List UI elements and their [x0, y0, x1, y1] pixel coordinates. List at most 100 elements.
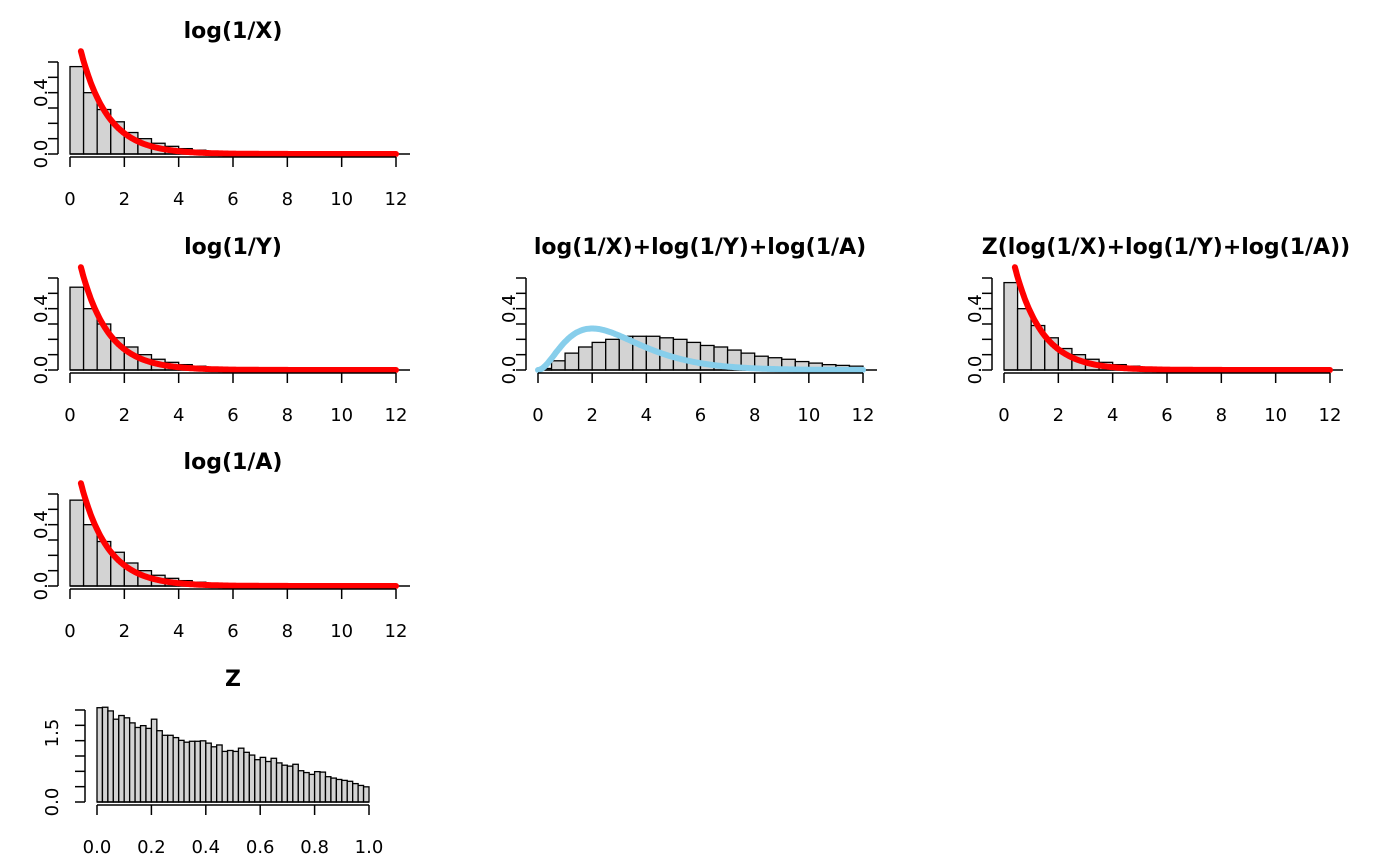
panel-title: log(1/Y)	[184, 235, 282, 260]
y-tick-label: 0.0	[31, 356, 52, 385]
histogram-bar	[226, 749, 234, 803]
x-tick-label: 12	[1319, 405, 1342, 426]
x-tick-label: 4	[173, 621, 184, 642]
histogram-bar	[232, 750, 240, 803]
x-tick-label: 0	[64, 189, 75, 210]
x-tick-label: 2	[119, 405, 130, 426]
histogram-bar	[319, 771, 327, 803]
y-tick-label: 0.0	[31, 572, 52, 601]
y-tick-label: 0.4	[31, 294, 52, 323]
x-tick-label: 6	[1161, 405, 1172, 426]
histogram-bar	[303, 771, 310, 803]
histogram-bar	[270, 757, 278, 803]
histogram-bar	[591, 341, 607, 371]
x-tick-label: 10	[797, 405, 820, 426]
histogram-bar	[324, 776, 332, 803]
histogram-bar	[357, 784, 365, 803]
histogram-bar	[194, 740, 202, 803]
histogram-bar	[330, 777, 338, 803]
histogram-bar	[188, 740, 196, 803]
density-curve	[77, 264, 399, 373]
x-axis: 0 2 4 6 8 10 12	[64, 156, 407, 210]
x-tick-label: 8	[749, 405, 760, 426]
histogram-bar	[248, 754, 256, 803]
x-tick-label: 2	[119, 189, 130, 210]
x-tick-label: 0.2	[137, 837, 166, 858]
histogram-bar	[210, 746, 218, 803]
histogram-bar	[297, 770, 305, 803]
y-tick-label: 0.0	[31, 140, 52, 169]
panel-2: log(1/Y) 0 2 4 6 8 10 12 0.0 0.4	[31, 235, 410, 426]
density-curve	[77, 480, 399, 589]
histogram-bars	[96, 706, 370, 803]
panel-1: log(1/X) 0 2 4 6 8 10 12 0.0 0.4	[31, 19, 410, 210]
histogram-bar	[123, 717, 131, 803]
x-tick-label: 6	[227, 405, 238, 426]
histogram-bar	[264, 760, 272, 803]
histogram-bar	[292, 763, 299, 803]
histogram-bar	[216, 744, 223, 803]
histogram-bar	[221, 750, 229, 803]
histogram-bar	[69, 499, 85, 587]
histogram-bar	[82, 92, 98, 155]
x-axis: 0 2 4 6 8 10 12	[532, 372, 875, 426]
y-tick-label: 0.4	[499, 294, 520, 323]
histogram-bar	[205, 742, 212, 803]
panel-title: log(1/A)	[184, 450, 283, 475]
x-tick-label: 0	[64, 621, 75, 642]
density-curve	[77, 48, 399, 157]
panel-4: log(1/X)+log(1/Y)+log(1/A)0 2 4 6 8 10 120.00.…	[499, 235, 877, 426]
histogram-bar	[577, 346, 593, 371]
x-axis: 0.0 0.2 0.4 0.6 0.8 1.0	[83, 804, 384, 858]
y-axis: 0.0 0.4	[499, 277, 527, 384]
density-curve	[535, 325, 866, 373]
histogram-bar	[112, 718, 120, 803]
x-tick-label: 10	[330, 405, 353, 426]
y-axis: 0.0 0.4	[31, 493, 59, 601]
y-tick-label: 0.4	[31, 510, 52, 539]
histogram-bar	[139, 724, 147, 803]
histogram-bar	[564, 352, 580, 371]
histogram-bar	[172, 736, 180, 803]
panel-title: Z	[225, 667, 241, 692]
y-tick-label: 0.0	[965, 356, 986, 385]
x-tick-label: 0.4	[191, 837, 220, 858]
x-tick-label: 12	[852, 405, 875, 426]
x-tick-label: 8	[282, 621, 293, 642]
histogram-bar	[313, 770, 321, 803]
x-tick-label: 2	[586, 405, 597, 426]
panel-title: Z(log(1/X)+log(1/Y)+log(1/A))	[982, 235, 1350, 260]
histogram-bar	[96, 707, 104, 803]
x-tick-label: 8	[282, 405, 293, 426]
x-tick-label: 12	[385, 405, 408, 426]
histogram-bar	[101, 706, 109, 803]
histogram-bar	[1003, 281, 1019, 371]
panel-6: Z 0.0 0.2 0.4 0.6 0.8 1.0 0.0 1.5	[42, 667, 383, 858]
histogram-bar	[156, 730, 163, 803]
histogram-bar	[199, 740, 207, 803]
histogram-bar	[286, 765, 294, 803]
histogram-bar	[167, 734, 174, 803]
panel-title: log(1/X)	[184, 19, 283, 44]
histogram-bar	[118, 714, 125, 803]
x-axis: 0 2 4 6 8 10 12	[998, 372, 1342, 426]
x-tick-label: 2	[1053, 405, 1064, 426]
histogram-bar	[183, 741, 191, 803]
x-axis: 0 2 4 6 8 10 12	[64, 372, 408, 426]
x-tick-label: 1.0	[355, 837, 384, 858]
panel-5: Z(log(1/X)+log(1/Y)+log(1/A)) 0 2 4 6 8 10 12 0.…	[965, 235, 1350, 426]
y-tick-label: 0.4	[31, 78, 52, 107]
x-axis: 0 2 4 6 8 10 12	[64, 588, 408, 642]
histogram-bar	[1016, 308, 1032, 371]
histogram-bar	[341, 779, 348, 803]
x-tick-label: 10	[330, 189, 353, 210]
x-tick-label: 12	[385, 621, 408, 642]
density-curve	[1011, 264, 1333, 373]
histogram-bar	[134, 726, 142, 803]
histogram-bar	[69, 65, 85, 155]
histogram-bar	[605, 338, 620, 371]
histogram-bar	[550, 360, 566, 371]
x-tick-label: 4	[1107, 405, 1118, 426]
x-tick-label: 0	[998, 405, 1009, 426]
